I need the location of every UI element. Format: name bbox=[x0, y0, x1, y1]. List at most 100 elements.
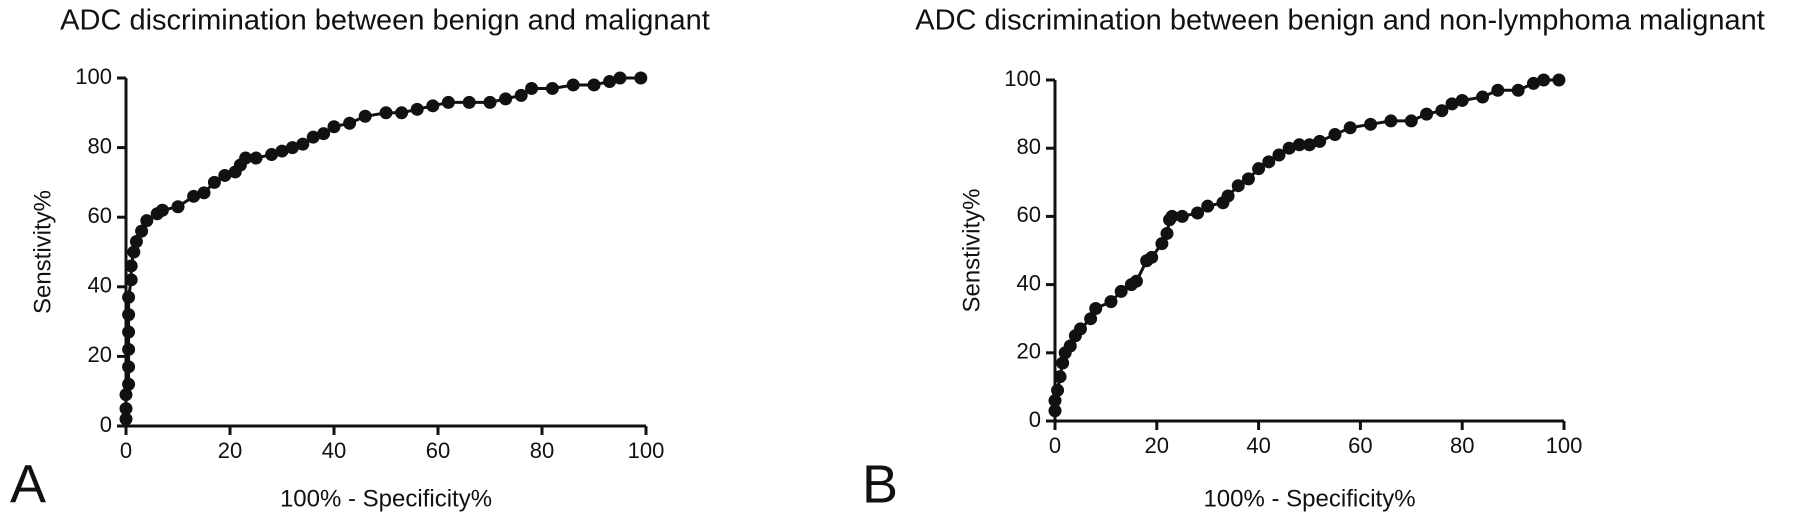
roc-point bbox=[634, 71, 648, 85]
panel-label: B bbox=[862, 454, 898, 514]
x-tick-label: 60 bbox=[426, 438, 450, 463]
roc-point bbox=[1201, 199, 1215, 213]
y-tick-label: 80 bbox=[88, 133, 112, 158]
roc-point bbox=[171, 200, 185, 214]
roc-point bbox=[566, 78, 580, 92]
x-tick-label: 60 bbox=[1348, 433, 1372, 458]
roc-point bbox=[587, 78, 601, 92]
roc-point bbox=[603, 74, 617, 88]
x-tick-label: 40 bbox=[1246, 433, 1270, 458]
roc-line bbox=[1053, 78, 1559, 411]
roc-point bbox=[265, 148, 279, 162]
x-axis-label: 100% - Specificity% bbox=[280, 485, 492, 512]
roc-point bbox=[1084, 312, 1098, 326]
roc-point bbox=[306, 130, 320, 144]
roc-point bbox=[327, 120, 341, 134]
roc-point bbox=[187, 189, 201, 203]
roc-point bbox=[239, 151, 253, 165]
roc-point bbox=[122, 342, 136, 356]
y-tick-label: 20 bbox=[88, 342, 112, 367]
roc-point bbox=[1476, 90, 1490, 104]
roc-point bbox=[275, 144, 289, 158]
roc-point bbox=[122, 290, 136, 304]
roc-point bbox=[1231, 179, 1245, 193]
roc-point bbox=[1384, 114, 1398, 128]
roc-point bbox=[155, 203, 169, 217]
roc-point bbox=[127, 245, 141, 259]
roc-point bbox=[122, 360, 136, 374]
y-tick-label: 100 bbox=[75, 64, 112, 89]
roc-point bbox=[296, 137, 310, 151]
roc-point bbox=[1404, 114, 1418, 128]
roc-point bbox=[441, 95, 455, 109]
roc-point bbox=[1292, 138, 1306, 152]
y-tick-label: 20 bbox=[1017, 339, 1041, 364]
x-tick-label: 80 bbox=[530, 438, 554, 463]
roc-point bbox=[119, 412, 133, 426]
y-tick-label: 80 bbox=[1017, 134, 1041, 159]
roc-point bbox=[514, 88, 528, 102]
roc-point bbox=[1063, 339, 1077, 353]
y-tick-label: 0 bbox=[1029, 407, 1041, 432]
x-tick-label: 0 bbox=[120, 438, 132, 463]
roc-point bbox=[1104, 295, 1118, 309]
roc-line bbox=[124, 76, 641, 420]
roc-point bbox=[545, 81, 559, 95]
y-tick-label: 0 bbox=[100, 412, 112, 437]
roc-point bbox=[379, 106, 393, 120]
x-tick-label: 0 bbox=[1049, 433, 1061, 458]
roc-point bbox=[119, 388, 133, 402]
y-tick-label: 40 bbox=[88, 273, 112, 298]
x-tick-label: 40 bbox=[322, 438, 346, 463]
roc-point bbox=[1053, 370, 1067, 384]
roc-point bbox=[1114, 284, 1128, 298]
roc-point bbox=[1160, 226, 1174, 240]
roc-point bbox=[483, 95, 497, 109]
roc-point bbox=[525, 81, 539, 95]
roc-point bbox=[499, 92, 513, 106]
roc-point bbox=[129, 235, 143, 249]
roc-point bbox=[122, 377, 136, 391]
roc-point bbox=[207, 175, 221, 189]
chart-title: ADC discrimination between benign and ma… bbox=[60, 5, 710, 37]
y-tick-label: 40 bbox=[1017, 270, 1041, 295]
roc-point bbox=[1511, 83, 1525, 97]
y-tick-label: 60 bbox=[88, 203, 112, 228]
roc-point bbox=[122, 325, 136, 339]
roc-point bbox=[1073, 322, 1087, 336]
roc-point bbox=[119, 402, 133, 416]
roc-point bbox=[1221, 189, 1235, 203]
roc-point bbox=[343, 116, 357, 130]
roc-point bbox=[1048, 404, 1062, 418]
x-tick-label: 80 bbox=[1450, 433, 1474, 458]
roc-point bbox=[1313, 134, 1327, 148]
roc-point bbox=[1552, 73, 1566, 87]
roc-point bbox=[1445, 97, 1459, 111]
roc-point bbox=[317, 127, 331, 141]
roc-point bbox=[1328, 128, 1342, 142]
roc-point bbox=[218, 168, 232, 182]
roc-point bbox=[1175, 209, 1189, 223]
roc-point bbox=[1272, 148, 1286, 162]
roc-point bbox=[1262, 155, 1276, 169]
x-tick-label: 20 bbox=[218, 438, 242, 463]
roc-point bbox=[1537, 73, 1551, 87]
y-axis-label: Senstivity% bbox=[958, 188, 985, 312]
roc-point bbox=[1241, 172, 1255, 186]
roc-point bbox=[1155, 237, 1169, 251]
roc-point bbox=[1420, 107, 1434, 121]
roc-point bbox=[426, 99, 440, 113]
roc-point bbox=[462, 95, 476, 109]
roc-point bbox=[135, 224, 149, 238]
x-tick-label: 100 bbox=[1546, 433, 1583, 458]
roc-point bbox=[1051, 383, 1065, 397]
y-tick-label: 60 bbox=[1017, 202, 1041, 227]
roc-point bbox=[197, 186, 211, 200]
roc-point bbox=[1145, 250, 1159, 264]
roc-point bbox=[1282, 141, 1296, 155]
roc-point bbox=[1364, 117, 1378, 131]
roc-point bbox=[1303, 138, 1316, 152]
roc-point bbox=[1526, 76, 1540, 90]
roc-point bbox=[1129, 274, 1143, 288]
